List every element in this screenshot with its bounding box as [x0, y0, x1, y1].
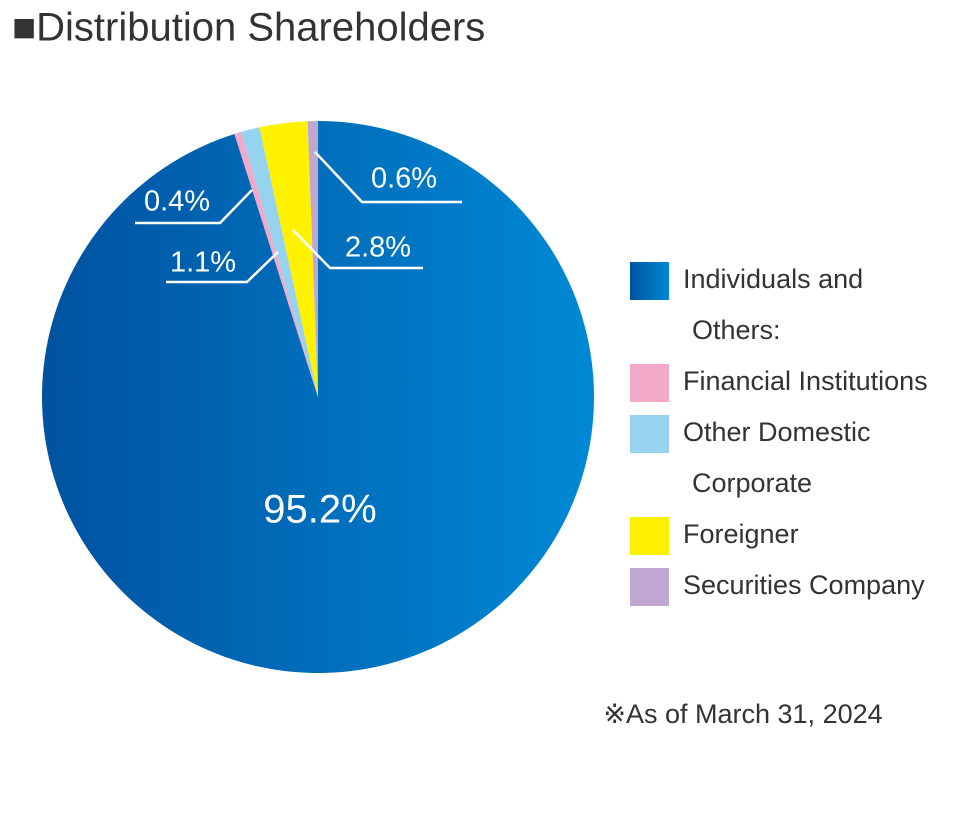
legend-label: Financial Institutions	[683, 366, 928, 396]
data-label: 1.1%	[170, 247, 236, 279]
legend-label: Securities Company	[683, 570, 925, 600]
leader-line	[314, 151, 462, 204]
legend-label: Individuals and Others:	[683, 264, 871, 345]
legend-swatch	[630, 364, 669, 402]
data-label: 0.6%	[371, 163, 437, 195]
data-label: 95.2%	[263, 488, 376, 532]
legend-swatch	[630, 517, 669, 555]
legend-swatch	[630, 415, 669, 453]
note: ※As of March 31, 2024	[603, 699, 882, 729]
legend-swatch	[630, 568, 669, 606]
data-label: 2.8%	[345, 232, 411, 264]
pie-slice	[234, 131, 318, 398]
data-label: 0.4%	[144, 186, 210, 218]
pie-slice	[259, 121, 318, 398]
legend-swatch	[630, 262, 669, 300]
legend-label: Foreigner	[683, 519, 799, 549]
leader-line	[292, 229, 423, 270]
chart-title: ■Distribution Shareholders	[12, 6, 485, 50]
pie-slice	[307, 121, 318, 397]
legend-label: Other Domestic Corporate	[683, 417, 878, 498]
pie-slice	[241, 127, 318, 398]
leader-line	[135, 189, 253, 225]
leader-line	[166, 251, 279, 284]
